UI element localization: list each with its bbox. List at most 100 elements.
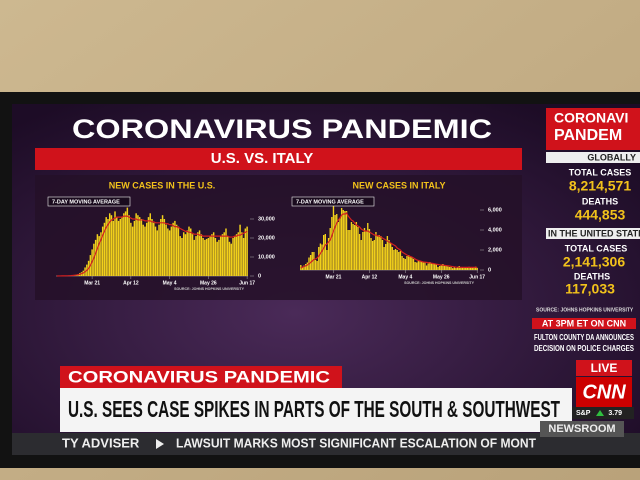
bar [137,215,139,276]
bar [212,232,215,276]
x-tick-label: Jun 17 [469,274,485,280]
stat-label: TOTAL CASES [565,243,628,253]
bar [235,234,238,276]
bar [314,260,317,270]
bar [119,219,122,276]
bar [442,264,444,270]
bar [239,224,241,276]
bar [110,215,113,276]
bar [331,217,333,270]
legend-label: 7-DAY MOVING AVERAGE [52,199,120,205]
bar [401,256,403,270]
y-tick-label: 10,000 [258,254,275,260]
y-tick-label: 2,000 [488,247,502,253]
bar [345,211,348,270]
bar [165,224,167,276]
legend-box [47,196,131,207]
bar [303,265,305,270]
bar [416,262,418,270]
bar [391,247,393,270]
bar [329,228,331,270]
bar [114,211,116,276]
bar [453,267,456,270]
bar [355,222,358,270]
bar [96,234,99,276]
y-tick-label: 20,000 [258,235,275,241]
live-box [576,360,632,376]
bar [116,217,118,276]
bar [313,252,315,270]
bar [172,222,174,276]
bar [100,232,102,276]
bar [354,225,356,270]
bar [334,215,336,270]
bar [461,267,464,270]
bar [301,267,304,270]
bar [237,232,240,276]
sidebar-heading-bar [546,152,640,163]
bar [124,211,127,276]
bar [466,267,469,270]
bar [223,232,225,276]
promo-heading: AT 3PM ET ON CNN [542,318,626,328]
bar [438,266,441,270]
bar [322,235,325,270]
bar [175,224,178,276]
bar [219,236,222,276]
sidebar-heading: GLOBALLY [587,152,636,162]
bar [332,205,335,270]
bar [218,239,220,276]
bar [121,217,123,276]
bar [373,240,375,270]
bar [389,243,392,270]
bar [342,210,344,270]
bar [101,226,104,276]
bar [430,263,433,270]
bar [360,240,362,270]
bar [241,232,243,276]
bar [460,268,462,270]
bar [227,236,229,276]
bar [103,222,106,276]
x-tick-label: Apr 12 [123,280,139,286]
ticker-story: LAWSUIT MARKS MOST SIGNIFICANT ESCALATIO… [176,435,536,450]
bar [411,257,413,270]
bar [352,224,354,270]
bar [228,241,231,276]
bar [107,219,109,276]
bar [105,217,107,276]
bar [112,220,114,276]
sidebar-source: SOURCE: JOHNS HOPKINS UNIVERSITY [536,307,634,313]
bar [474,266,477,270]
bar [394,249,397,270]
bar [156,230,159,276]
bar [193,239,196,276]
chart-source: SOURCE: JOHNS HOPKINS UNIVERSITY [404,281,474,285]
stat-value: 2,141,306 [563,254,625,270]
network-logo: CNN [582,381,626,403]
bar [161,215,164,276]
headline-bar [60,388,572,432]
bar [221,234,224,276]
bar [447,266,449,270]
x-tick-label: May 4 [398,274,412,280]
bar [456,267,459,270]
header-title: CORONAVIRUS PANDEMIC [72,114,492,144]
bar [94,239,97,276]
stat-value: 117,033 [565,281,615,297]
bar [207,238,210,276]
bar [425,265,428,270]
bar [306,262,309,270]
bar [209,236,211,276]
bar [93,243,95,276]
show-box [540,421,624,437]
charts: NEW CASES IN THE U.S. 0 10,000 20,000 30,000… [47,180,502,291]
ticker-left: TY ADVISER [62,435,140,450]
bar [409,256,411,270]
bar [205,238,208,276]
bar [357,227,359,270]
sidebar-heading: IN THE UNITED STATE [548,228,640,238]
bar [230,243,233,276]
network-logo-box [576,377,632,407]
bar [202,238,204,276]
